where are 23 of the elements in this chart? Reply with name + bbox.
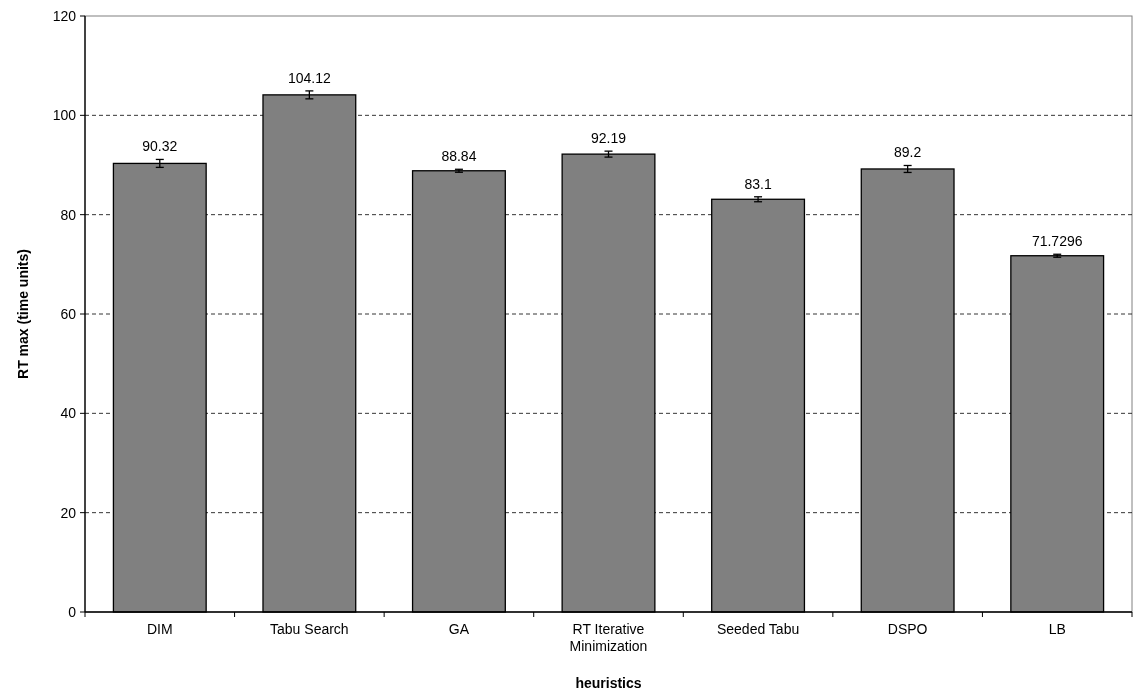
y-tick-label: 120 xyxy=(52,7,77,24)
x-tick-label: RT Iterative Minimization xyxy=(569,621,648,654)
x-tick-label: DIM xyxy=(146,621,173,637)
y-tick-label: 40 xyxy=(60,405,77,422)
y-tick-label: 60 xyxy=(60,305,77,322)
data-label: 104.12 xyxy=(287,69,331,86)
x-tick-label: GA xyxy=(448,621,470,637)
y-tick-label: 80 xyxy=(60,206,77,223)
data-label: 88.84 xyxy=(441,148,477,165)
y-tick-label: 100 xyxy=(52,107,77,124)
x-tick-label: DSPO xyxy=(887,621,928,637)
data-label: 92.19 xyxy=(590,130,627,147)
x-axis-title: heuristics xyxy=(575,675,642,691)
x-tick-label: Tabu Search xyxy=(270,621,349,637)
data-label: 83.1 xyxy=(744,175,772,192)
data-label: 90.32 xyxy=(142,138,178,155)
x-tick-label: LB xyxy=(1048,621,1066,637)
y-tick-label: 20 xyxy=(60,504,77,521)
y-tick-label: 0 xyxy=(68,603,77,620)
data-label: 89.2 xyxy=(894,144,922,161)
data-label: 71.7296 xyxy=(1031,233,1083,250)
y-axis-title: RT max (time units) xyxy=(15,249,31,379)
x-tick-label: Seeded Tabu xyxy=(716,621,800,637)
